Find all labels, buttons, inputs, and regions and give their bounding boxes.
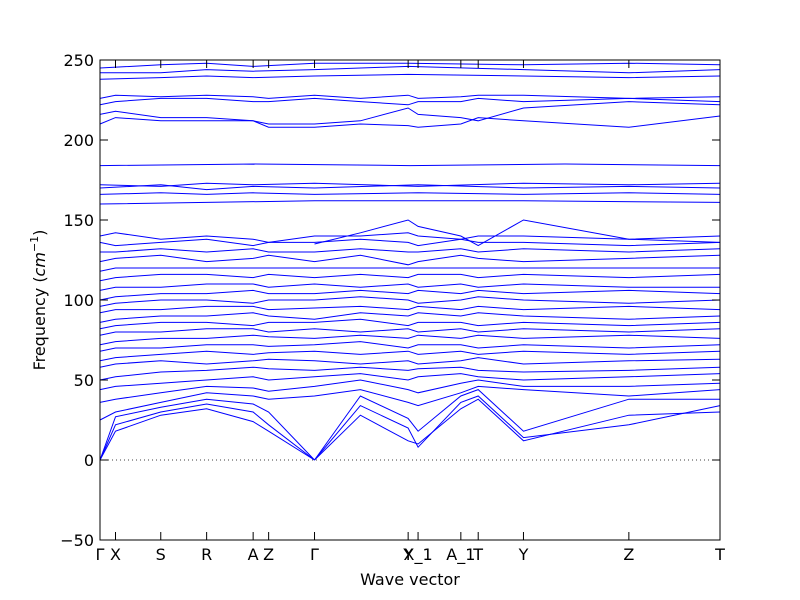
y-tick-label: 0 <box>84 451 94 470</box>
x-tick-label: S <box>156 545 166 564</box>
band-line <box>99 97 721 106</box>
band-line <box>99 163 721 167</box>
band-line <box>314 219 721 247</box>
band-line <box>99 408 315 461</box>
y-tick-label: 100 <box>63 291 94 310</box>
x-axis-label: Wave vector <box>360 570 460 589</box>
x-tick-label: Z <box>263 545 274 564</box>
band-line <box>99 200 721 205</box>
y-axis-ticks: −50 0 50 100 150 200 250 <box>60 51 720 550</box>
x-tick-label: R <box>201 545 212 564</box>
x-tick-label: A_1 <box>446 545 475 565</box>
band-line <box>99 398 315 461</box>
x-tick-label: X_1 <box>403 545 432 565</box>
band-line <box>99 328 721 336</box>
band-line <box>99 312 721 323</box>
band-line <box>99 296 721 307</box>
y-axis-label-unit: cm <box>30 252 49 276</box>
y-tick-label: 150 <box>63 211 94 230</box>
y-tick-label: 250 <box>63 51 94 70</box>
band-line <box>99 254 721 266</box>
band-line <box>99 273 721 282</box>
y-tick-label: 50 <box>74 371 94 390</box>
x-tick-label: Γ <box>310 545 319 564</box>
x-tick-label: A <box>248 545 259 564</box>
band-line <box>99 267 720 272</box>
y-tick-label: −50 <box>60 531 94 550</box>
band-line <box>99 334 721 346</box>
x-tick-label: X <box>110 545 121 564</box>
band-line <box>99 94 721 99</box>
x-tick-label: Y <box>402 545 413 564</box>
band-line <box>99 350 721 362</box>
band-lines <box>99 62 721 461</box>
y-tick-label: 200 <box>63 131 94 150</box>
band-line <box>99 238 721 247</box>
band-line <box>314 398 721 461</box>
band-line <box>100 248 721 253</box>
band-line <box>99 101 721 125</box>
y-axis-label-close: ) <box>30 230 49 236</box>
band-line <box>99 115 721 128</box>
band-line <box>100 65 721 74</box>
y-axis-label-text: Frequency ( <box>30 276 49 370</box>
band-line <box>99 182 721 187</box>
band-line <box>314 395 721 461</box>
band-line <box>99 341 721 352</box>
band-line <box>99 318 721 330</box>
x-tick-label: Y <box>518 545 529 564</box>
y-axis-label-exponent: −1 <box>28 236 41 252</box>
band-line <box>99 305 721 314</box>
y-axis-label: Frequency (cm−1) <box>28 230 49 371</box>
x-tick-label: Γ <box>96 545 105 564</box>
band-line <box>99 373 721 391</box>
band-line <box>99 184 721 191</box>
x-tick-label: Z <box>623 545 634 564</box>
x-tick-label: T <box>472 545 483 564</box>
band-line <box>99 73 721 80</box>
x-tick-label: T <box>714 545 725 564</box>
band-line <box>99 403 315 461</box>
band-line <box>99 357 721 368</box>
band-line <box>99 62 721 69</box>
band-line <box>99 192 721 195</box>
band-line <box>99 283 720 291</box>
band-line <box>99 289 721 301</box>
band-line <box>99 379 721 403</box>
band-line <box>99 232 721 243</box>
band-line <box>99 385 721 421</box>
x-axis-ticks: Γ X S R A Z Γ YX_1 A_1T Y Z T <box>96 60 725 565</box>
band-line <box>314 389 720 461</box>
band-line <box>99 366 721 381</box>
